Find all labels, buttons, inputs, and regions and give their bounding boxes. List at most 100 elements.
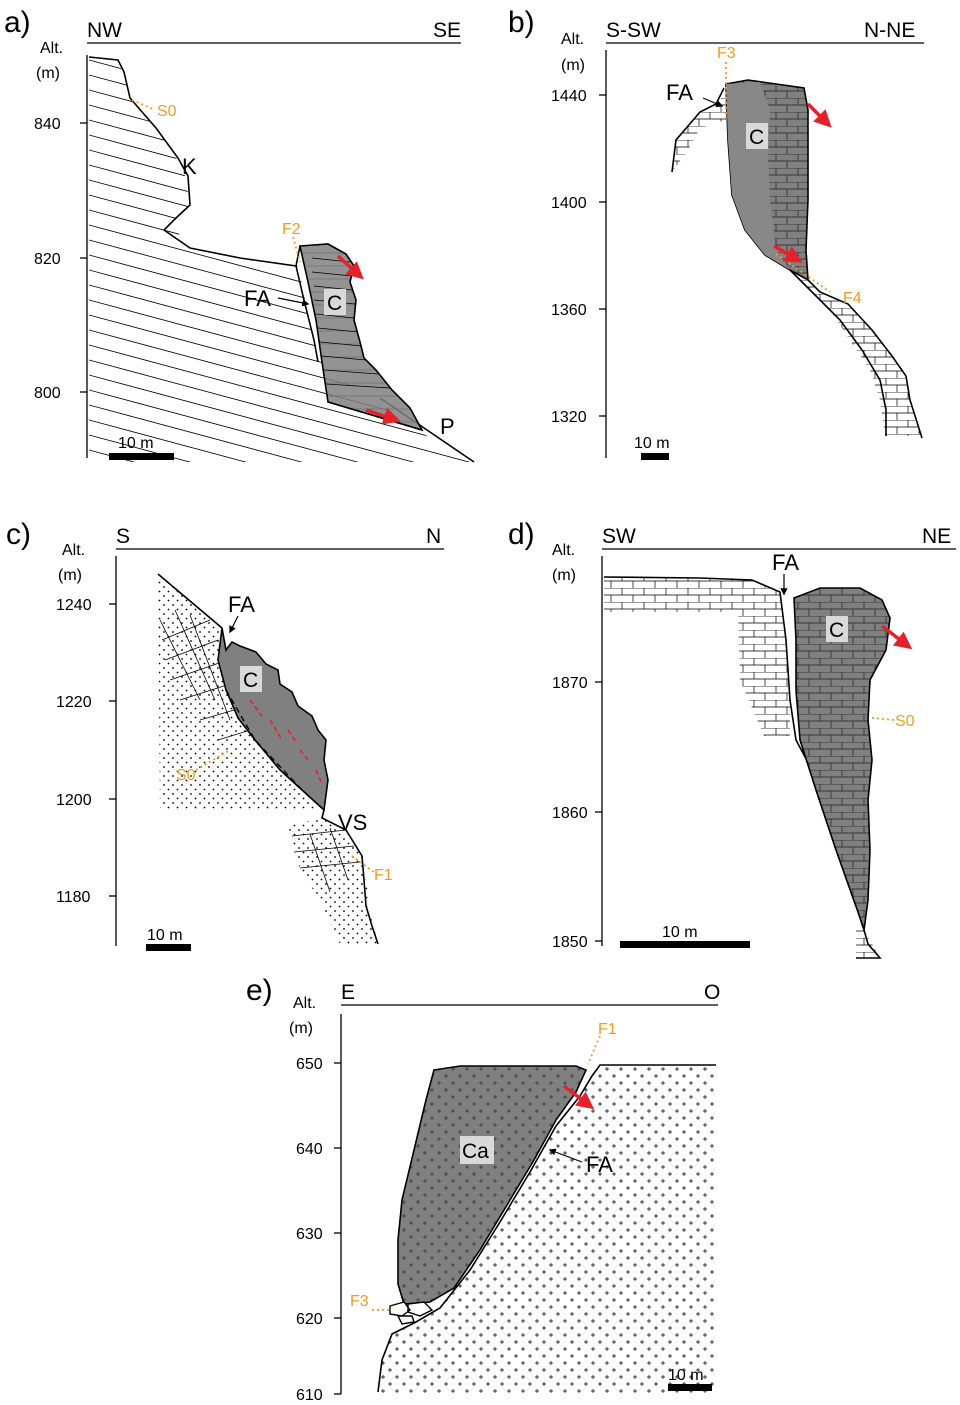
panel-d-letter: d): [508, 518, 535, 551]
panel-c-dir-left: S: [116, 525, 130, 548]
panel-b-scale-bar: [641, 453, 669, 460]
panel-e-label-ca-box: [460, 1136, 494, 1164]
panel-d-compartment: [793, 587, 891, 931]
panel-c-lower-profile: [321, 809, 379, 945]
panel-d-plateau: [604, 577, 790, 736]
panel-d-label-c: C: [829, 619, 844, 642]
panel-d-alt-unit: (m): [552, 567, 576, 584]
panel-a-label-s0: S0: [157, 103, 177, 120]
panel-c-tick-1240: 1240: [56, 597, 92, 614]
panel-d-alt-label: Alt.: [552, 542, 575, 559]
panel-a-profile: [88, 56, 319, 363]
panel-e-arrow: [562, 1084, 595, 1110]
panel-a-letter: a): [4, 6, 31, 39]
panel-c-sliding-plane: [225, 689, 325, 811]
panel-c-scale-bar: [146, 944, 191, 951]
panel-c-alt-unit: (m): [58, 567, 82, 584]
panel-d-arrow: [880, 624, 913, 650]
panel-c-ticks: 1240 1220 1200 1180: [56, 597, 116, 906]
panel-e-tick-650: 650: [296, 1056, 323, 1073]
panel-a-label-fa: FA: [244, 286, 271, 311]
panel-e-label-ca: Ca: [462, 1140, 489, 1163]
panel-a-arrow-bottom: [365, 407, 401, 425]
panel-e-label-f3: F3: [350, 1293, 369, 1310]
panel-a-dir-right: SE: [433, 19, 461, 42]
panel-b-arrow-bottom: [773, 244, 803, 263]
panel-a: a) NW SE Alt. (m) 840 820 800 K FA: [4, 6, 475, 463]
panel-a-label-f2: F2: [282, 221, 301, 238]
panel-b-tick-1440: 1440: [551, 88, 587, 105]
panel-e-label-f1: F1: [598, 1021, 617, 1038]
panel-a-tick-820: 820: [34, 251, 61, 268]
panel-a-compartment: [299, 243, 424, 432]
panel-d-label-c-box: [826, 616, 848, 642]
panel-d-label-fa: FA: [772, 550, 799, 575]
panel-d-ticks: 1870 1860 1850: [552, 675, 602, 951]
panel-d: d) SW NE Alt. (m) 1870 1860 1850 FA C S0…: [508, 518, 956, 959]
panel-e-tick-610: 610: [296, 1387, 323, 1404]
panel-c-label-s0: S0: [176, 767, 196, 784]
panel-b-tick-1320: 1320: [551, 409, 587, 426]
panel-d-tick-1850: 1850: [552, 934, 588, 951]
panel-d-scale-bar: [620, 941, 750, 948]
panel-b-tick-1400: 1400: [551, 195, 587, 212]
panel-c-upper-rock: [158, 574, 322, 810]
panel-a-ticks: 840 820 800: [34, 116, 87, 402]
panel-a-label-c: C: [327, 292, 342, 315]
panel-c-label-vs: VS: [338, 810, 367, 835]
panel-e-label-fa: FA: [586, 1152, 613, 1177]
panel-b-dir-left: S-SW: [606, 19, 661, 42]
panel-d-dir-left: SW: [602, 525, 636, 548]
panel-d-tick-1870: 1870: [552, 675, 588, 692]
panel-a-label-p: P: [440, 414, 455, 439]
panel-a-scale-bar: [109, 453, 174, 460]
panel-c-letter: c): [6, 518, 31, 551]
panel-e-dir-left: E: [341, 981, 355, 1004]
panel-c: c) S N Alt. (m) 1240 1220 1200 1180 FA: [6, 518, 444, 951]
panel-e-boulders: [389, 1301, 434, 1325]
panel-b-label-f4: F4: [843, 290, 862, 307]
panel-a-label-k: K: [182, 154, 197, 179]
panel-e-alt-label: Alt.: [293, 995, 316, 1012]
panel-a-label-c-box: [324, 289, 346, 315]
panel-b-label-f3: F3: [717, 45, 736, 62]
panel-b-alt-label: Alt.: [561, 31, 584, 48]
panel-b-slope-profile: [807, 279, 923, 439]
panel-d-label-s0: S0: [895, 713, 915, 730]
panel-e-dir-right: O: [704, 981, 720, 1004]
panel-b-tick-1360: 1360: [551, 302, 587, 319]
panel-b-slope-lower: [789, 269, 887, 436]
panel-e-letter: e): [246, 974, 273, 1007]
panel-a-arrow-top: [336, 254, 364, 280]
panel-b: b) S-SW N-NE Alt. (m) 1440 1400 1360 132…: [508, 6, 924, 460]
panel-c-tick-1180: 1180: [56, 889, 91, 906]
panel-d-plateau-profile: [603, 576, 813, 771]
panel-e-scale-label: 10 m: [668, 1367, 704, 1384]
panel-e-bedrock-profile: [377, 1064, 716, 1393]
panel-e-ticks: 650 640 630 620 610: [296, 1056, 341, 1404]
panel-b-letter: b): [508, 6, 535, 39]
panel-c-alt-label: Alt.: [62, 542, 85, 559]
panel-c-scale-label: 10 m: [147, 927, 183, 944]
panel-b-ticks: 1440 1400 1360 1320: [551, 88, 606, 426]
panel-a-tick-800: 800: [34, 385, 61, 402]
panel-a-dir-left: NW: [87, 19, 122, 42]
panel-d-tick-1860: 1860: [552, 805, 588, 822]
panel-a-tick-840: 840: [34, 116, 61, 133]
panel-b-scale-label: 10 m: [634, 435, 670, 452]
panel-b-label-c: C: [749, 126, 764, 149]
panel-c-lower-rock: [288, 818, 378, 944]
panel-b-dir-right: N-NE: [864, 19, 915, 42]
panel-b-left-profile: [671, 87, 725, 173]
panel-a-sliding-plane: [327, 401, 423, 431]
panel-c-label-c-box: [240, 666, 262, 692]
panel-b-alt-unit: (m): [561, 57, 585, 74]
panel-c-label-f1: F1: [374, 867, 393, 884]
panel-e-tick-640: 640: [296, 1141, 323, 1158]
panel-c-upper-profile: [157, 573, 223, 629]
panel-c-tick-1200: 1200: [56, 792, 92, 809]
panel-e-compartment: [397, 1065, 588, 1305]
panel-b-label-c-box: [746, 123, 768, 149]
panel-e-tick-620: 620: [296, 1311, 323, 1328]
